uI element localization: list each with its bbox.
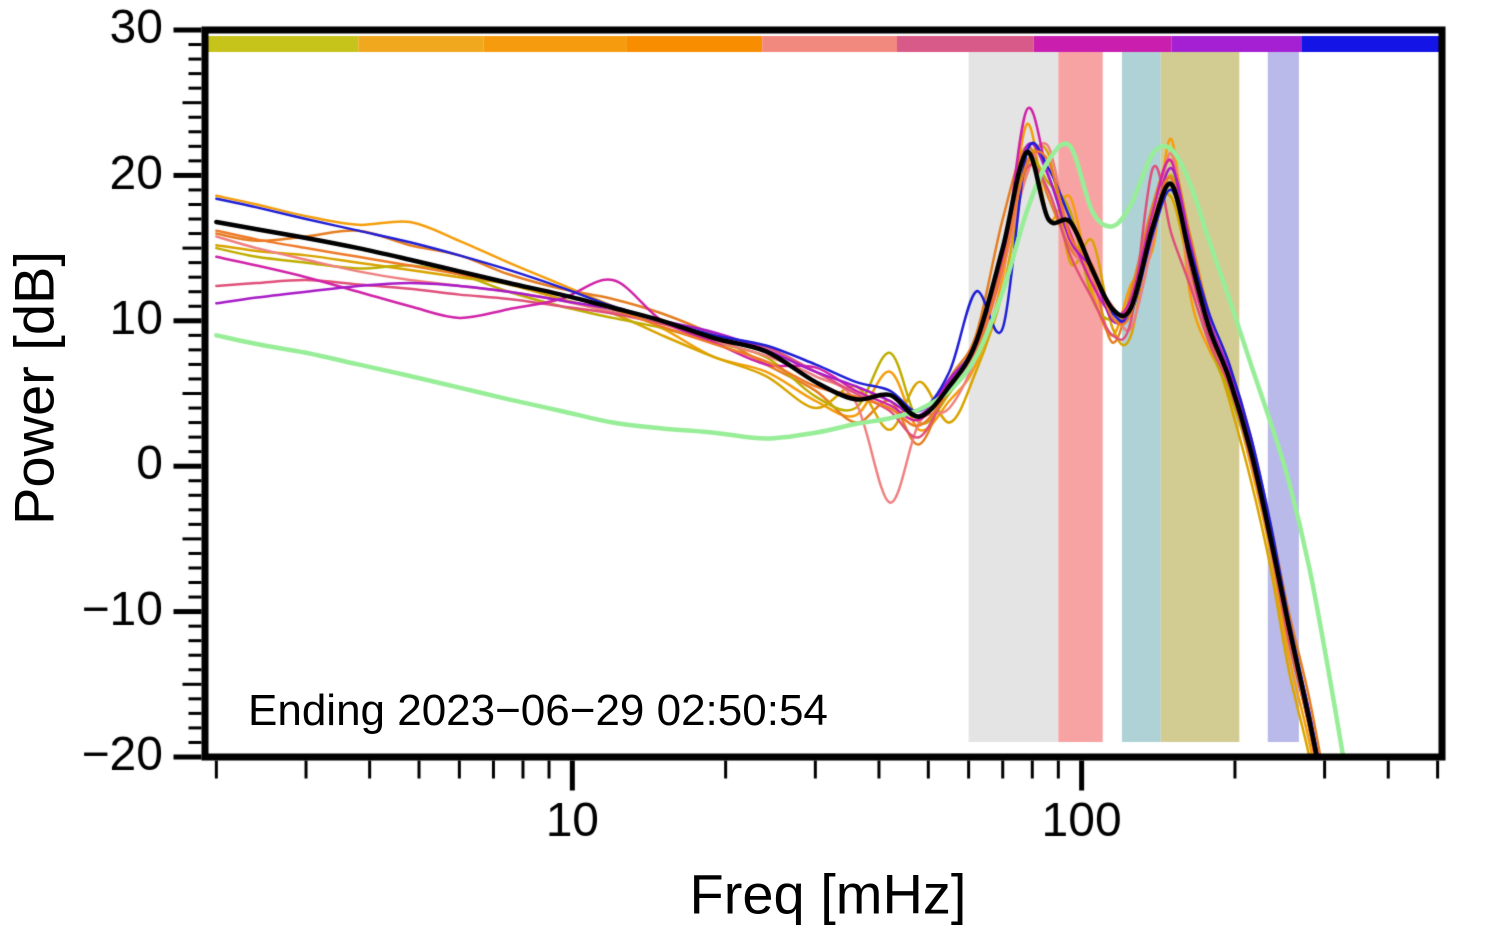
spectrum-chart-canvas — [0, 0, 1494, 952]
power-spectrum-figure: Power [dB] Freq [mHz] Ending 2023−06−29 … — [0, 0, 1494, 952]
